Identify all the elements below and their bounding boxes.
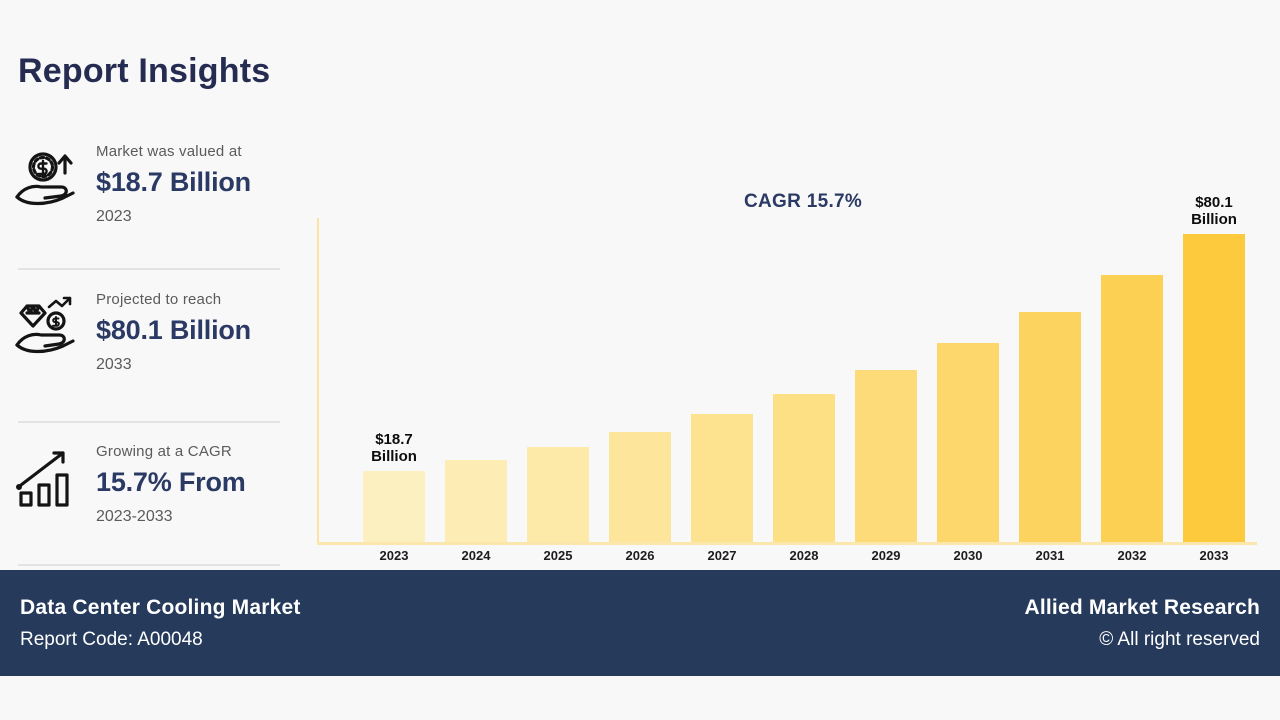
- stat-text: Projected to reach $80.1 Billion 2033: [96, 291, 251, 374]
- bar-slot-2033: $80.1 Billion: [1183, 194, 1245, 543]
- bar-slot-2026: [609, 432, 671, 543]
- bar-slot-2023: $18.7 Billion: [363, 431, 425, 543]
- bar-value-label-2023: $18.7 Billion: [371, 430, 417, 466]
- footer-right: Allied Market Research © All right reser…: [1024, 596, 1260, 651]
- bar-2026: [609, 432, 671, 543]
- x-axis-label-2027: 2027: [707, 548, 737, 563]
- x-axis-label-2030: 2030: [953, 548, 983, 563]
- divider: [18, 421, 280, 423]
- hand-wealth-growth-icon: [10, 291, 84, 363]
- growth-bars-arrow-icon: [10, 443, 84, 515]
- stat-period: 2023: [96, 208, 132, 225]
- x-axis-label-2029: 2029: [871, 548, 901, 563]
- divider: [18, 268, 280, 270]
- x-axis-label-2025: 2025: [543, 548, 573, 563]
- bar-2025: [527, 447, 589, 543]
- bar-2031: [1019, 312, 1081, 543]
- bar-2029: [855, 370, 917, 543]
- x-axis-label-2032: 2032: [1117, 548, 1147, 563]
- stat-text: Growing at a CAGR 15.7% From 2023-2033: [96, 443, 246, 526]
- bar-slot-2030: [937, 343, 999, 543]
- stat-value: 15.7% From: [96, 467, 246, 497]
- bar-slot-2029: [855, 370, 917, 543]
- page-title: Report Insights: [18, 52, 271, 90]
- x-axis-label-2028: 2028: [789, 548, 819, 563]
- report-code: Report Code: A00048: [20, 628, 203, 650]
- stat-period: 2033: [96, 356, 132, 373]
- bar-2032: [1101, 275, 1163, 543]
- y-axis-line: [317, 218, 319, 543]
- bar-2028: [773, 394, 835, 543]
- chart-bars: $18.7 Billion $80.1 Billion: [317, 194, 1257, 543]
- stat-value: $18.7 Billion: [96, 167, 251, 197]
- copyright-text: © All right reserved: [1099, 628, 1260, 650]
- stat-text: Market was valued at $18.7 Billion 2023: [96, 143, 251, 226]
- bar-2027: [691, 414, 753, 543]
- stat-period: 2023-2033: [96, 508, 173, 525]
- stat-label: Market was valued at: [96, 143, 242, 160]
- x-axis-line: [317, 542, 1257, 545]
- bar-value-label-2033: $80.1 Billion: [1191, 193, 1237, 229]
- stat-cagr: Growing at a CAGR 15.7% From 2023-2033: [10, 443, 300, 526]
- market-name: Data Center Cooling Market: [20, 595, 301, 619]
- stat-label: Growing at a CAGR: [96, 443, 232, 460]
- footer-left: Data Center Cooling Market Report Code: …: [20, 596, 301, 651]
- bar-slot-2028: [773, 394, 835, 543]
- chart-cagr-label: CAGR 15.7%: [744, 191, 863, 212]
- bar-2030: [937, 343, 999, 543]
- chart-x-labels: 2023 2024 2025 2026 2027 2028 2029 2030 2031 2032…: [317, 543, 1257, 563]
- bar-2024: [445, 460, 507, 543]
- bar-chart: $18.7 Billion $80.1 Billion 2023 2024 2025 202…: [317, 194, 1257, 563]
- stat-market-valued: Market was valued at $18.7 Billion 2023: [10, 143, 300, 226]
- stat-projected: Projected to reach $80.1 Billion 2033: [10, 291, 300, 374]
- x-axis-label-2024: 2024: [461, 548, 491, 563]
- bar-2033: [1183, 234, 1245, 543]
- footer-bar: Data Center Cooling Market Report Code: …: [0, 570, 1280, 676]
- hand-coin-growth-icon: [10, 143, 84, 215]
- bar-slot-2032: [1101, 275, 1163, 543]
- x-axis-label-2031: 2031: [1035, 548, 1065, 563]
- bar-slot-2027: [691, 414, 753, 543]
- divider: [18, 564, 280, 566]
- x-axis-label-2023: 2023: [379, 548, 409, 563]
- stat-value: $80.1 Billion: [96, 315, 251, 345]
- stat-label: Projected to reach: [96, 291, 222, 308]
- x-axis-label-2033: 2033: [1199, 548, 1229, 563]
- bar-2023: [363, 471, 425, 543]
- x-axis-label-2026: 2026: [625, 548, 655, 563]
- bar-slot-2024: [445, 460, 507, 543]
- bar-slot-2031: [1019, 312, 1081, 543]
- bar-slot-2025: [527, 447, 589, 543]
- brand-name: Allied Market Research: [1024, 595, 1260, 619]
